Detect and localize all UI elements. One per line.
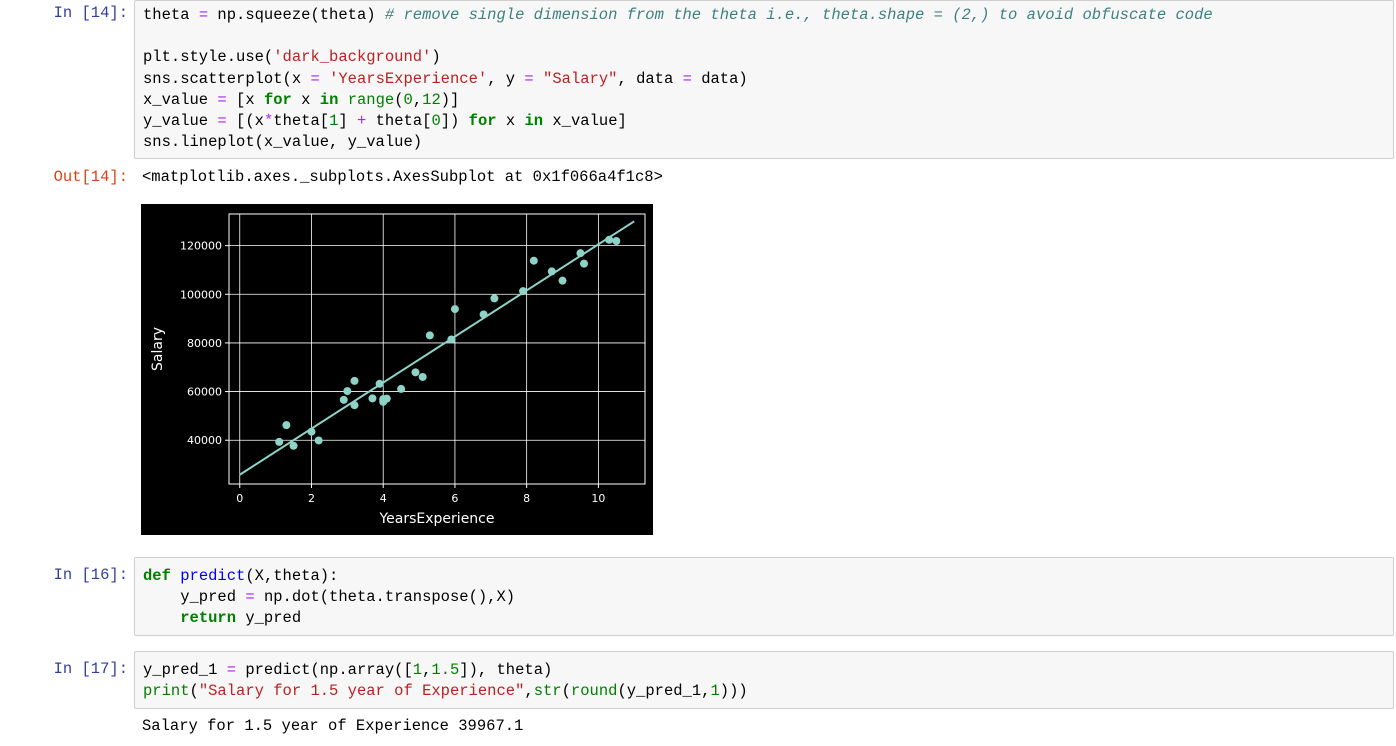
code-line: y_pred_1 = predict(np.array([1,1.5]), th… [143,661,553,679]
code-line: def predict(X,theta): [143,567,339,585]
scatter-point [447,335,456,344]
scatter-point [547,267,556,276]
scatter-point [418,372,427,381]
cell-14-code: theta = np.squeeze(theta) # remove singl… [143,5,1213,153]
cell-14-output-text: <matplotlib.axes._subplots.AxesSubplot a… [142,168,663,186]
code-line: y_value = [(x*theta[1] + theta[0]) for x… [143,111,627,130]
x-tick-label: 10 [591,492,605,505]
code-line: theta = np.squeeze(theta) # remove singl… [143,6,1213,24]
y-tick-label: 60000 [187,386,222,399]
scatter-point [425,331,434,340]
scatter-point [612,237,621,245]
scatter-point [307,427,316,436]
code-line: sns.scatterplot(x = 'YearsExperience', y… [143,69,748,88]
scatter-point [605,235,614,244]
scatter-point [314,436,323,445]
x-tick-label: 0 [236,492,243,505]
x-tick-label: 4 [380,492,387,505]
cell-16-code: def predict(X,theta): y_pred = np.dot(th… [143,566,515,630]
y-axis-label: Salary [150,327,166,371]
scatter-point [375,379,384,388]
x-axis-label: YearsExperience [378,511,494,527]
code-line: x_value = [x for x in range(0,12)] [143,90,460,109]
regression-line [239,220,635,476]
plot-frame [228,213,646,485]
y-tick-label: 40000 [187,434,222,447]
code-line: y_pred = np.dot(theta.transpose(),X) [143,588,516,607]
scatter-point [529,256,538,265]
x-tick-label: 6 [451,492,458,505]
scatter-point [343,387,352,396]
cell-16-prompt: In [16]: [53,566,128,584]
x-tick-label: 2 [308,492,315,505]
y-tick-label: 100000 [180,288,222,301]
cell-16-code-editor[interactable]: def predict(X,theta): y_pred = np.dot(th… [134,557,1394,636]
cell-17-code-editor[interactable]: y_pred_1 = predict(np.array([1,1.5]), th… [134,651,1394,709]
scatter-point [397,384,406,393]
scatter-point [411,368,420,377]
scatter-point [275,437,284,446]
plot-svg: 0 2 4 6 8 10 40000 60000 80000 100000 120000 YearsE… [150,213,646,527]
x-tick-label: 8 [523,492,530,505]
scatter-point [350,376,359,385]
scatter-point [479,310,488,319]
scatter-point [576,249,585,258]
code-line: return y_pred [180,609,302,628]
code-line: plt.style.use('dark_background') [143,48,441,67]
salary-scatter-plot: 0 2 4 6 8 10 40000 60000 80000 100000 120000 YearsE… [141,204,653,535]
scatter-point [382,394,391,403]
cell-17-prompt: In [17]: [53,660,128,678]
scatter-point [490,294,499,303]
cell-14-code-editor[interactable]: theta = np.squeeze(theta) # remove singl… [134,0,1394,159]
code-line: print("Salary for 1.5 year of Experience… [143,682,748,701]
scatter-point [368,394,377,403]
scatter-point [339,395,348,404]
cell-14-prompt: In [14]: [53,4,128,22]
scatter-point [558,276,567,285]
scatter-point [450,305,459,314]
scatter-point [580,259,589,268]
scatter-point [289,441,298,450]
scatter-point [350,401,359,410]
scatter-point [519,287,528,296]
code-line: sns.lineplot(x_value, y_value) [143,133,423,152]
cell-14-output-prompt: Out[14]: [53,168,128,186]
cell-17-code: y_pred_1 = predict(np.array([1,1.5]), th… [143,660,748,702]
cell-17-output-text: Salary for 1.5 year of Experience 39967.… [142,717,524,735]
scatter-point [282,421,291,430]
y-tick-label: 80000 [187,337,222,350]
y-tick-label: 120000 [180,240,222,253]
code-line [143,26,1213,47]
